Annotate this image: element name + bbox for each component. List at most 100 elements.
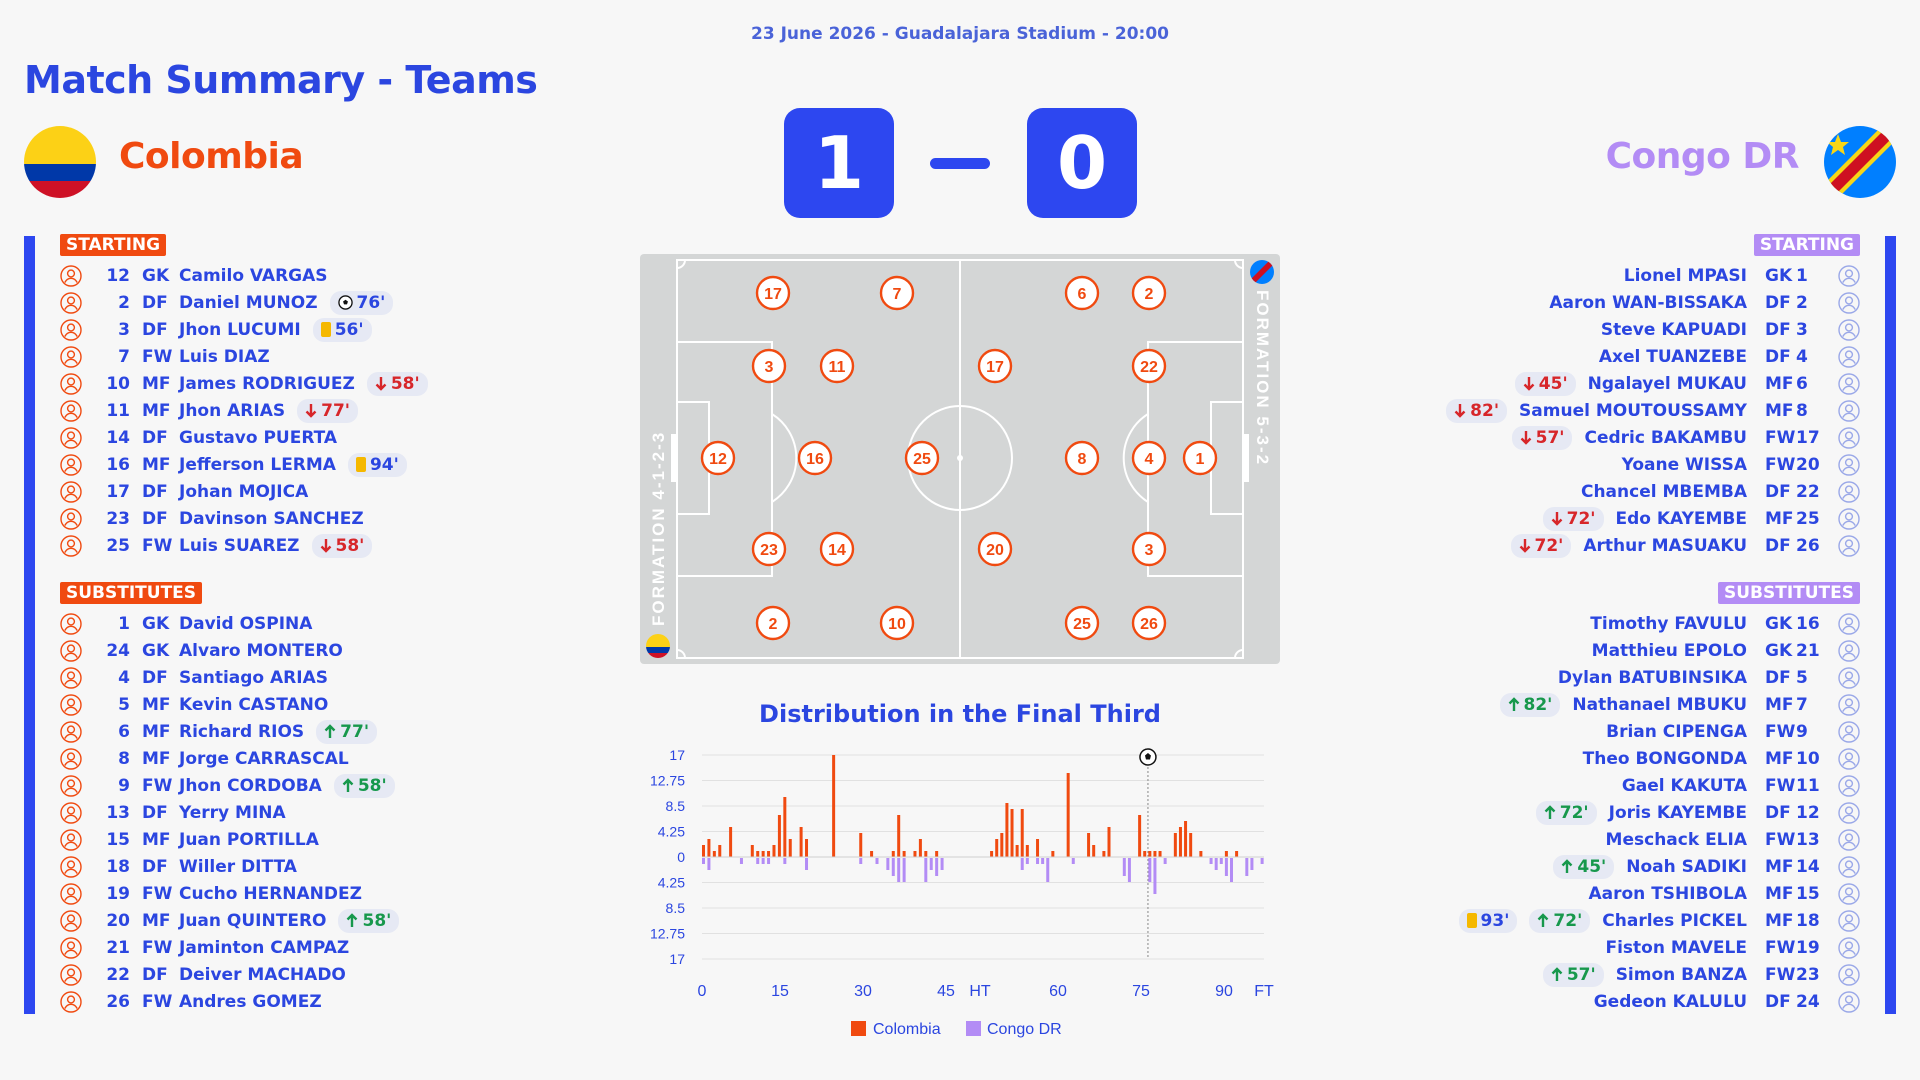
player-row[interactable]: 7 FW Luis DIAZ [60,343,580,370]
player-row[interactable]: Fiston MAVELE FW 19 [1340,934,1860,961]
pitch-player-home[interactable]: 25 [904,440,940,476]
player-row[interactable]: 72' Arthur MASUAKU DF 26 [1340,532,1860,559]
pitch-player-home[interactable]: 3 [751,348,787,384]
player-row[interactable]: Steve KAPUADI DF 3 [1340,316,1860,343]
player-row[interactable]: Dylan BATUBINSIKA DF 5 [1340,664,1860,691]
player-avatar-icon [1838,264,1860,287]
player-row[interactable]: Chancel MBEMBA DF 22 [1340,478,1860,505]
player-row[interactable]: 23 DF Davinson SANCHEZ [60,505,580,532]
x-tick-label: 30 [854,983,872,1000]
player-row[interactable]: Axel TUANZEBE DF 4 [1340,343,1860,370]
player-row[interactable]: Brian CIPENGA FW 9 [1340,718,1860,745]
pitch-player-home[interactable]: 23 [751,531,787,567]
player-number: 26 [1796,535,1820,556]
away-mini-flag-icon [1250,260,1274,284]
pitch-player-home[interactable]: 7 [879,275,915,311]
pitch-player-away[interactable]: 4 [1131,440,1167,476]
player-row[interactable]: 13 DF Yerry MINA [60,799,580,826]
player-number: 14 [1796,856,1820,877]
pitch-player-away[interactable]: 26 [1131,605,1167,641]
player-row[interactable]: 1 GK David OSPINA [60,610,580,637]
pitch-player-away[interactable]: 22 [1131,348,1167,384]
player-row[interactable]: 4 DF Santiago ARIAS [60,664,580,691]
home-formation-label: FORMATION 4-1-2-3 [649,431,668,626]
pitch-player-home[interactable]: 17 [755,275,791,311]
player-row[interactable]: 82' Nathanael MBUKU MF 7 [1340,691,1860,718]
player-row[interactable]: 12 GK Camilo VARGAS [60,262,580,289]
player-name: Meschack ELIA [1605,829,1747,850]
pitch-player-home[interactable]: 10 [879,605,915,641]
player-row[interactable]: 82' Samuel MOUTOUSSAMY MF 8 [1340,397,1860,424]
player-row[interactable]: 57' Simon BANZA FW 23 [1340,961,1860,988]
player-row[interactable]: 45' Noah SADIKI MF 14 [1340,853,1860,880]
player-name: Lionel MPASI [1623,265,1747,286]
player-name: Noah SADIKI [1626,856,1747,877]
pitch-player-away[interactable]: 20 [977,531,1013,567]
player-row[interactable]: 6 MF Richard RIOS 77' [60,718,580,745]
player-row[interactable]: 22 DF Deiver MACHADO [60,961,580,988]
player-row[interactable]: 45' Ngalayel MUKAU MF 6 [1340,370,1860,397]
pitch-player-away[interactable]: 2 [1131,275,1167,311]
player-row[interactable]: 57' Cedric BAKAMBU FW 17 [1340,424,1860,451]
pitch-player-away[interactable]: 6 [1064,275,1100,311]
pitch-player-number: 25 [913,451,931,468]
player-row[interactable]: 26 FW Andres GOMEZ [60,988,580,1015]
player-number: 15 [1796,883,1820,904]
player-row[interactable]: 72' Edo KAYEMBE MF 25 [1340,505,1860,532]
player-row[interactable]: 3 DF Jhon LUCUMI 56' [60,316,580,343]
pitch-player-away[interactable]: 3 [1131,531,1167,567]
pitch-player-away[interactable]: 25 [1064,605,1100,641]
player-row[interactable]: 72' Joris KAYEMBE DF 12 [1340,799,1860,826]
player-row[interactable]: Timothy FAVULU GK 16 [1340,610,1860,637]
pitch-player-home[interactable]: 11 [819,348,855,384]
player-avatar-icon [60,828,82,851]
player-row[interactable]: 25 FW Luis SUAREZ 58' [60,532,580,559]
player-row[interactable]: 93' 72' Charles PICKEL MF 18 [1340,907,1860,934]
player-row[interactable]: 15 MF Juan PORTILLA [60,826,580,853]
player-row[interactable]: 2 DF Daniel MUNOZ 76' [60,289,580,316]
player-row[interactable]: 14 DF Gustavo PUERTA [60,424,580,451]
pitch-player-away[interactable]: 8 [1064,440,1100,476]
player-row[interactable]: 16 MF Jefferson LERMA 94' [60,451,580,478]
pitch-player-home[interactable]: 2 [755,605,791,641]
player-position: FW [1765,829,1796,850]
player-row[interactable]: 17 DF Johan MOJICA [60,478,580,505]
page-title: Match Summary - Teams [24,58,538,102]
player-row[interactable]: 24 GK Alvaro MONTERO [60,637,580,664]
pitch-player-home[interactable]: 14 [819,531,855,567]
player-avatar-icon [1838,345,1860,368]
player-row[interactable]: Matthieu EPOLO GK 21 [1340,637,1860,664]
player-position: FW [142,883,173,904]
football-icon [337,295,353,310]
player-name: Daniel MUNOZ [179,292,318,313]
player-row[interactable]: Meschack ELIA FW 13 [1340,826,1860,853]
pitch-player-home[interactable]: 12 [700,440,736,476]
arrow-down-icon [1523,376,1535,391]
arrow-down-icon [305,403,317,418]
player-row[interactable]: Aaron TSHIBOLA MF 15 [1340,880,1860,907]
player-row[interactable]: 9 FW Jhon CORDOBA 58' [60,772,580,799]
player-row[interactable]: Gedeon KALULU DF 24 [1340,988,1860,1015]
player-row[interactable]: Aaron WAN-BISSAKA DF 2 [1340,289,1860,316]
bar-congo [1224,858,1228,876]
player-row[interactable]: 10 MF James RODRIGUEZ 58' [60,370,580,397]
player-row[interactable]: Yoane WISSA FW 20 [1340,451,1860,478]
player-row[interactable]: 5 MF Kevin CASTANO [60,691,580,718]
player-row[interactable]: 20 MF Juan QUINTERO 58' [60,907,580,934]
player-row[interactable]: Theo BONGONDA MF 10 [1340,745,1860,772]
player-row[interactable]: Lionel MPASI GK 1 [1340,262,1860,289]
bar-congo [761,858,765,864]
player-row[interactable]: 8 MF Jorge CARRASCAL [60,745,580,772]
arrow-up-icon [1537,913,1549,928]
player-number: 21 [106,937,130,958]
player-row[interactable]: 21 FW Jaminton CAMPAZ [60,934,580,961]
pitch-player-away[interactable]: 1 [1182,440,1218,476]
player-row[interactable]: 11 MF Jhon ARIAS 77' [60,397,580,424]
player-row[interactable]: 19 FW Cucho HERNANDEZ [60,880,580,907]
player-position: MF [142,400,171,421]
player-row[interactable]: Gael KAKUTA FW 11 [1340,772,1860,799]
player-row[interactable]: 18 DF Willer DITTA [60,853,580,880]
pitch-player-home[interactable]: 16 [797,440,833,476]
pitch-player-away[interactable]: 17 [977,348,1013,384]
bar-colombia [995,839,999,857]
